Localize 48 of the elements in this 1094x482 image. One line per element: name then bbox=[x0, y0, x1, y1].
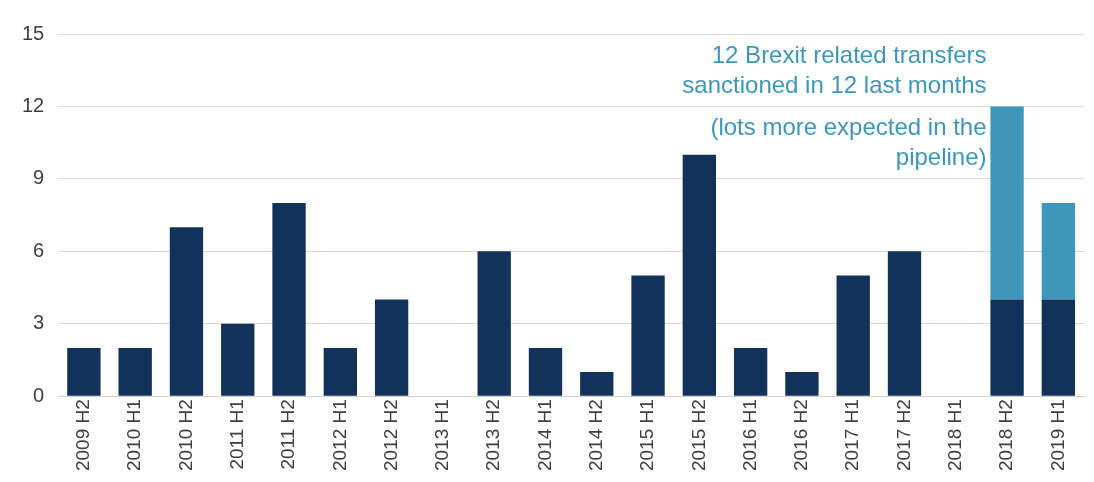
y-tick-label: 3 bbox=[33, 311, 45, 334]
x-tick-label: 2013 H2 bbox=[482, 399, 504, 472]
x-tick-label: 2012 H1 bbox=[328, 399, 350, 472]
x-tick-label: 2017 H2 bbox=[892, 399, 914, 472]
bar bbox=[990, 106, 1024, 300]
x-tick-label: 2014 H2 bbox=[585, 399, 606, 472]
x-tick-label: 2010 H1 bbox=[123, 399, 145, 472]
x-tick-label: 2016 H1 bbox=[738, 399, 760, 472]
bar bbox=[1041, 203, 1076, 300]
bar bbox=[169, 227, 204, 396]
y-tick-label: 0 bbox=[33, 383, 45, 406]
y-tick-label: 9 bbox=[33, 166, 45, 189]
x-tick-label: 2016 H2 bbox=[790, 399, 812, 472]
x-tick-label: 2018 H1 bbox=[944, 399, 966, 472]
x-tick-label: 2011 H2 bbox=[277, 399, 299, 470]
x-tick-label: 2013 H1 bbox=[431, 399, 453, 472]
bar bbox=[272, 203, 306, 396]
x-tick-label: 2017 H1 bbox=[841, 399, 863, 472]
y-tick-label: 15 bbox=[22, 21, 45, 44]
bar bbox=[631, 275, 665, 396]
bar bbox=[67, 347, 101, 396]
y-tick-label: 12 bbox=[22, 93, 45, 116]
x-tick-label: 2014 H1 bbox=[533, 399, 555, 472]
y-tick-label: 6 bbox=[33, 238, 45, 261]
bar bbox=[477, 251, 511, 396]
bar bbox=[221, 323, 255, 396]
bar bbox=[682, 154, 717, 396]
bar bbox=[1041, 299, 1076, 396]
x-tick-label: 2009 H2 bbox=[72, 399, 94, 472]
x-tick-label: 2015 H1 bbox=[636, 399, 658, 472]
annotation: 12 Brexit related transfers sanctioned in 12 last months bbox=[682, 40, 987, 98]
bar bbox=[528, 347, 563, 396]
bar bbox=[580, 372, 614, 396]
bar bbox=[887, 251, 922, 396]
bar bbox=[836, 275, 870, 396]
x-tick-label: 2012 H2 bbox=[379, 399, 401, 472]
x-tick-label: 2019 H1 bbox=[1046, 399, 1068, 472]
bar bbox=[785, 372, 819, 396]
x-tick-label: 2018 H2 bbox=[995, 399, 1017, 472]
bar bbox=[118, 347, 152, 396]
annotation: (lots more expected in the pipeline) bbox=[710, 112, 987, 170]
bar bbox=[374, 299, 409, 396]
x-tick-label: 2015 H2 bbox=[687, 399, 709, 472]
bar bbox=[323, 347, 357, 396]
bar bbox=[990, 299, 1024, 396]
x-tick-label: 2011 H1 bbox=[225, 399, 247, 470]
bar bbox=[733, 347, 768, 396]
x-tick-label: 2010 H2 bbox=[174, 399, 196, 472]
